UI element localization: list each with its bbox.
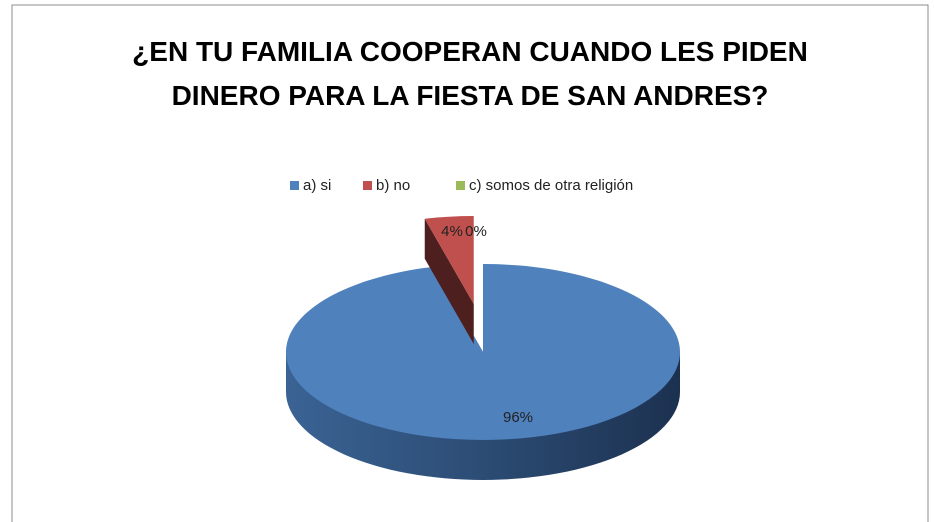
data-label: 0%: [465, 223, 487, 240]
pie-slice: [286, 264, 680, 440]
legend-label: c) somos de otra religión: [469, 177, 633, 194]
pie-slice: [424, 216, 474, 304]
pie-cut-wall: [424, 218, 474, 344]
legend-swatch: [290, 181, 299, 190]
data-label: 96%: [503, 409, 533, 426]
chart-frame: [11, 4, 929, 522]
legend-label: b) no: [376, 177, 410, 194]
chart-title: ¿EN TU FAMILIA COOPERAN CUANDO LES PIDEN…: [132, 36, 808, 111]
data-label: 4%: [441, 223, 463, 240]
legend-label: a) si: [303, 177, 331, 194]
legend-swatch: [456, 181, 465, 190]
legend-swatch: [363, 181, 372, 190]
